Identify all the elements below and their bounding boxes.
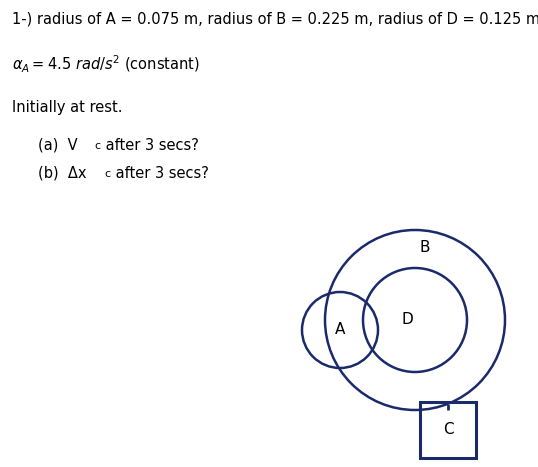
Bar xyxy=(420,402,476,458)
Text: C: C xyxy=(443,423,454,438)
Text: c: c xyxy=(94,141,100,151)
Text: after 3 secs?: after 3 secs? xyxy=(111,166,209,181)
Text: B: B xyxy=(420,241,430,255)
Text: D: D xyxy=(401,312,413,327)
Text: c: c xyxy=(104,169,110,179)
Text: (a)  V: (a) V xyxy=(38,138,77,153)
Text: after 3 secs?: after 3 secs? xyxy=(101,138,199,153)
Text: Initially at rest.: Initially at rest. xyxy=(12,100,122,115)
Text: $\alpha_A = 4.5\ \mathit{rad/s^2}$ (constant): $\alpha_A = 4.5\ \mathit{rad/s^2}$ (cons… xyxy=(12,54,200,75)
Text: 1-) radius of A = 0.075 m, radius of B = 0.225 m, radius of D = 0.125 m: 1-) radius of A = 0.075 m, radius of B =… xyxy=(12,12,538,27)
Text: (b)  Δx: (b) Δx xyxy=(38,166,86,181)
Text: A: A xyxy=(335,323,345,338)
